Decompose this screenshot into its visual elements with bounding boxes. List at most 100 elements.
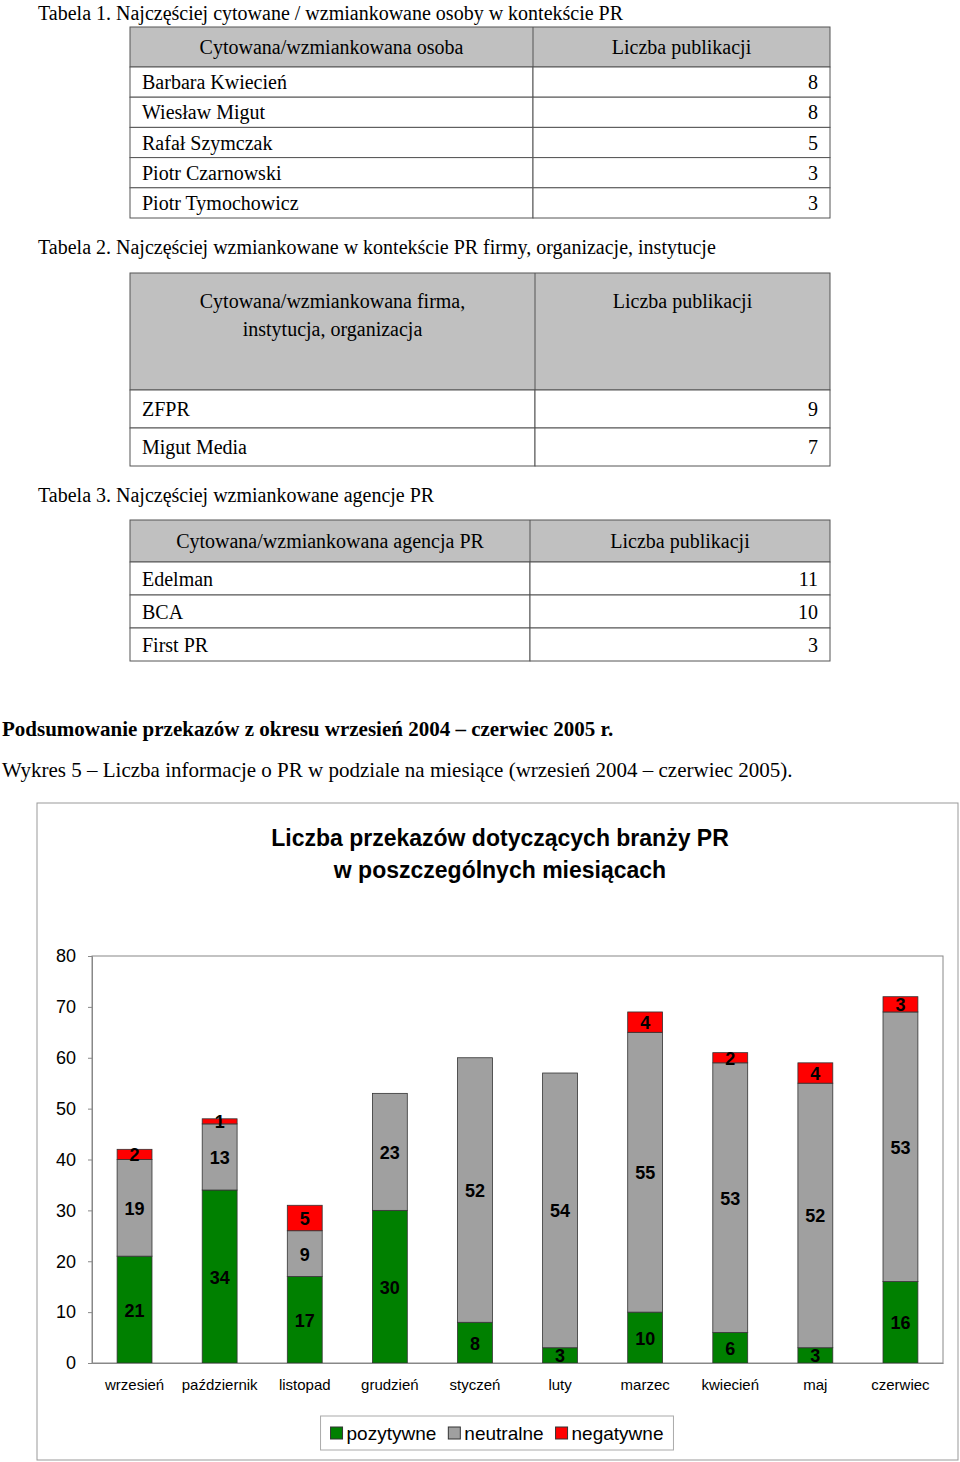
y-tick-label: 0 [66, 1353, 76, 1373]
y-tick: 20 [56, 1252, 92, 1272]
table-caption: Tabela 2. Najczęściej wzmiankowane w kon… [38, 236, 716, 259]
table-cell [130, 562, 530, 595]
y-tick: 10 [56, 1302, 92, 1322]
table-cell [130, 158, 533, 188]
x-tick: grudzień [361, 1363, 419, 1393]
table-divider [533, 27, 534, 67]
table-header: Liczba publikacji [610, 530, 750, 553]
data-label: 53 [720, 1189, 740, 1209]
plot-area [92, 956, 943, 1363]
x-tick-label: styczeń [450, 1376, 501, 1393]
data-label: 21 [125, 1301, 145, 1321]
bar-segment [287, 1277, 322, 1363]
bar-segment [628, 1012, 663, 1032]
data-label: 52 [465, 1181, 485, 1201]
data-label: 4 [640, 1013, 650, 1033]
x-tick-label: marzec [621, 1376, 671, 1393]
data-label: 6 [725, 1339, 735, 1359]
table: Tabela 3. Najczęściej wzmiankowane agenc… [38, 484, 830, 661]
x-tick: marzec [621, 1363, 671, 1393]
bar-segment [628, 1312, 663, 1363]
chart-frame [37, 803, 958, 1460]
table-cell [130, 188, 533, 218]
y-tick-mark [88, 1007, 92, 1008]
y-tick-label: 30 [56, 1201, 76, 1221]
data-label: 34 [210, 1268, 230, 1288]
bar-segment [543, 1073, 578, 1348]
table: Tabela 1. Najczęściej cytowane / wzmiank… [38, 2, 830, 218]
table-cell-text: 3 [808, 162, 818, 184]
y-tick-label: 10 [56, 1302, 76, 1322]
table-caption: Tabela 1. Najczęściej cytowane / wzmiank… [38, 2, 624, 25]
table-cell [130, 67, 533, 97]
bar-segment [372, 1210, 407, 1363]
data-label: 54 [550, 1201, 570, 1221]
bar-segment [458, 1058, 493, 1323]
data-label: 17 [295, 1311, 315, 1331]
y-tick-mark [88, 1109, 92, 1110]
x-tick: luty [548, 1363, 572, 1393]
data-label: 19 [125, 1199, 145, 1219]
table: Tabela 2. Najczęściej wzmiankowane w kon… [38, 236, 830, 466]
x-tick: listopad [279, 1363, 331, 1393]
table-header-bg [130, 273, 830, 390]
table-cell-text: 3 [808, 634, 818, 656]
table-cell [533, 158, 830, 188]
table-cell [530, 595, 830, 628]
bar-segment [713, 1063, 748, 1333]
y-tick: 60 [56, 1048, 92, 1068]
x-axis: wrzesień październik listopad grudzień stycz… [93, 1363, 944, 1393]
y-tick-mark [88, 1160, 92, 1161]
y-tick-mark [88, 1363, 92, 1364]
table-cell-text: ZFPR [142, 398, 190, 420]
table-cell-text: 8 [808, 101, 818, 123]
x-axis-line [93, 1363, 944, 1364]
y-tick: 30 [56, 1201, 92, 1221]
x-tick: wrzesień [104, 1363, 164, 1393]
table-cell-text: 10 [798, 601, 818, 623]
data-label: 52 [805, 1206, 825, 1226]
x-tick: czerwiec [871, 1363, 930, 1393]
data-label: 3 [895, 995, 905, 1015]
table-cell-text: 9 [808, 398, 818, 420]
table-cell-text: Migut Media [142, 436, 247, 459]
table-cell [130, 97, 533, 127]
table-cell-text: 8 [808, 71, 818, 93]
chart: Liczba przekazów dotyczących branży PRw … [37, 803, 958, 1460]
y-tick-mark [88, 1058, 92, 1059]
x-tick: styczeń [450, 1363, 501, 1393]
y-tick-label: 80 [56, 946, 76, 966]
table-header: Liczba publikacji [612, 36, 752, 59]
table-cell [533, 127, 830, 157]
table-header: Cytowana/wzmiankowana osoba [200, 36, 464, 59]
y-axis-line [88, 957, 93, 1364]
bar-segment [883, 1012, 918, 1282]
bar-segment [798, 1063, 833, 1083]
y-tick: 80 [56, 946, 92, 966]
data-label: 55 [635, 1163, 655, 1183]
table-cell [535, 390, 830, 428]
table-cell [535, 428, 830, 466]
table-cell [533, 188, 830, 218]
table-divider [535, 273, 536, 390]
table-cell-text: 5 [808, 132, 818, 154]
data-label: 8 [470, 1334, 480, 1354]
data-label: 16 [890, 1313, 910, 1333]
table-cell-text: Barbara Kwiecień [142, 71, 287, 93]
x-tick-label: grudzień [361, 1376, 419, 1393]
x-tick: maj [803, 1363, 827, 1393]
summary-heading: Podsumowanie przekazów z okresu wrzesień… [2, 717, 613, 741]
bar-segment [883, 1282, 918, 1363]
x-tick: kwiecień [701, 1363, 759, 1393]
table-cell-text: Piotr Czarnowski [142, 162, 282, 184]
data-label: 13 [210, 1148, 230, 1168]
table-cell [533, 97, 830, 127]
x-tick-label: wrzesień [104, 1376, 164, 1393]
legend-label: neutralne [464, 1423, 543, 1444]
table-cell-text: 11 [799, 568, 818, 590]
legend-label: negatywne [572, 1423, 664, 1444]
table-header: Cytowana/wzmiankowana agencja PR [176, 530, 484, 553]
legend: pozytywneneutralnenegatywne [321, 1416, 674, 1450]
x-tick-label: październik [182, 1376, 258, 1393]
bar-segment [458, 1322, 493, 1363]
